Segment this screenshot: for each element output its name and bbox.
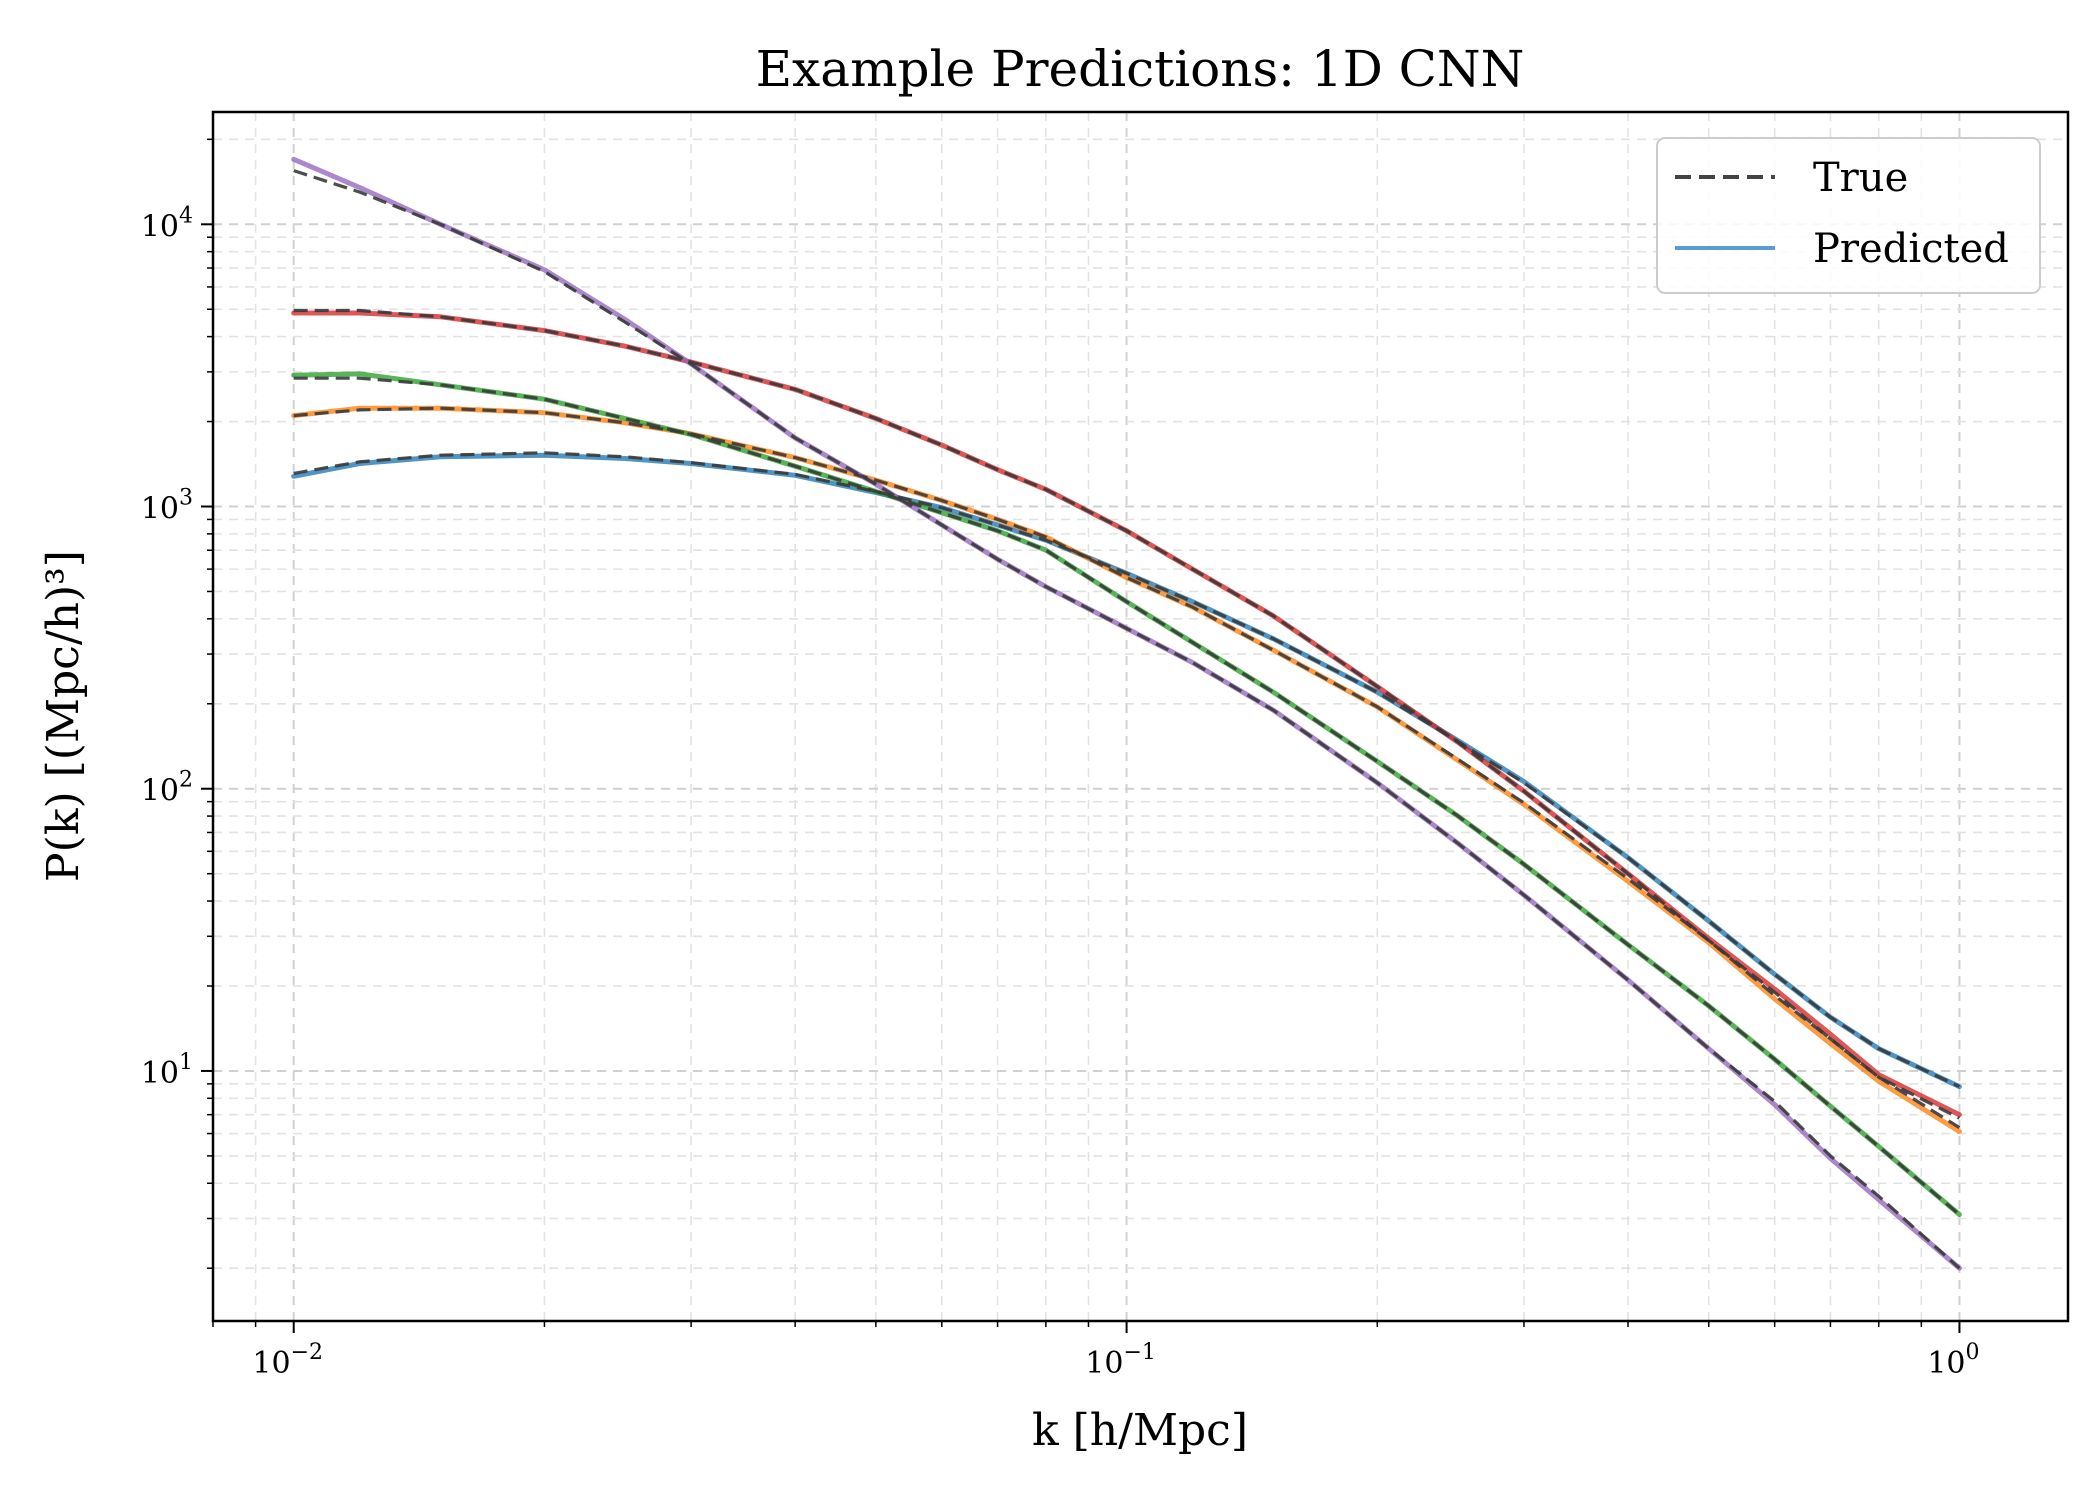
grid-lines	[212, 112, 2068, 1321]
x-axis-label: k [h/Mpc]	[1032, 1405, 1248, 1456]
y-tick-label: 102	[141, 768, 193, 809]
x-tick-label: 10−2	[252, 1340, 323, 1381]
plot-frame	[211, 110, 2070, 1323]
y-axis-label: P(k) [(Mpc/h)³]	[38, 550, 89, 882]
legend: True Predicted	[1656, 137, 2041, 294]
true-line-2	[293, 406, 1961, 1129]
legend-predicted-label: Predicted	[1813, 226, 2009, 272]
legend-true-label: True	[1813, 155, 1908, 201]
x-tick-label: 100	[1927, 1340, 1979, 1381]
plot-series	[291, 156, 1962, 1271]
true-line-3	[293, 376, 1961, 1216]
y-tick-label: 104	[141, 203, 193, 244]
true-line-5	[293, 169, 1961, 1270]
y-tick-label: 103	[141, 486, 193, 527]
true-line-4	[293, 308, 1961, 1120]
y-tick-label: 101	[141, 1050, 193, 1091]
x-tick-label: 10−1	[1085, 1340, 1156, 1381]
chart-title: Example Predictions: 1D CNN	[756, 40, 1525, 98]
true-line-1	[293, 451, 1961, 1089]
axis-ticks: 10−2 10−1 100 101 102 103 104	[141, 138, 1980, 1381]
